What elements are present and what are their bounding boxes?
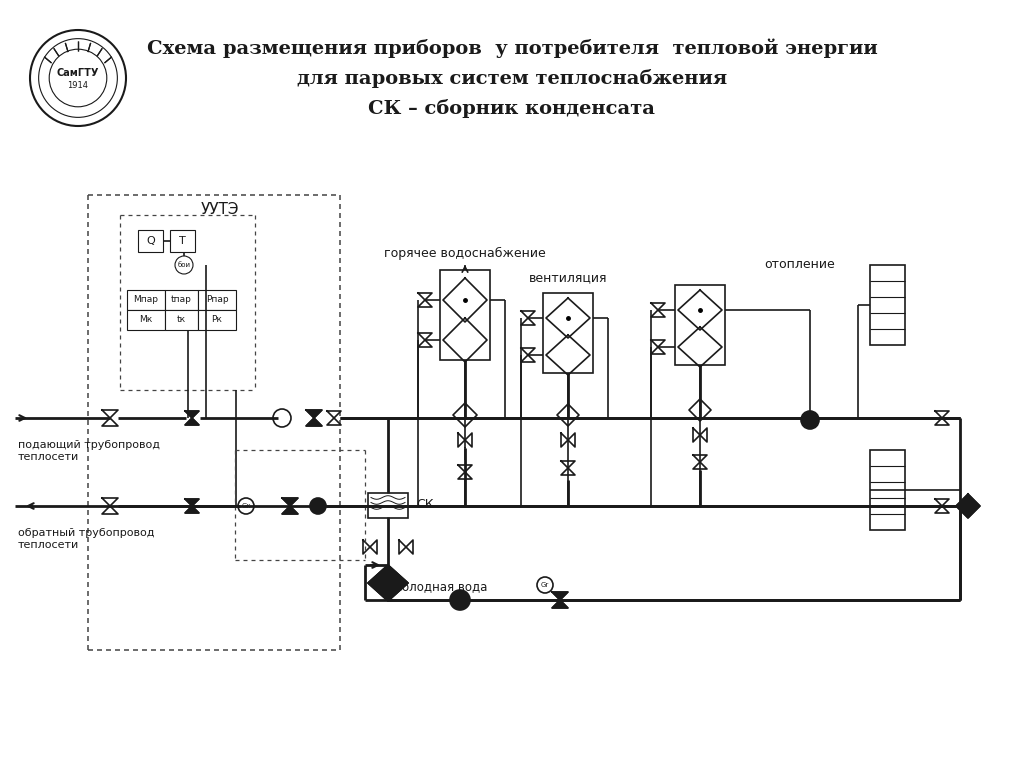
Circle shape (49, 49, 106, 107)
Text: СК – сборник конденсата: СК – сборник конденсата (369, 98, 655, 117)
Text: горячее водоснабжение: горячее водоснабжение (384, 246, 546, 259)
Polygon shape (282, 498, 298, 514)
Circle shape (30, 30, 126, 126)
Text: 1914: 1914 (68, 81, 88, 91)
Polygon shape (956, 494, 980, 518)
Bar (165, 290, 198, 310)
Polygon shape (185, 411, 199, 425)
Circle shape (537, 577, 553, 593)
Bar (440, 270, 490, 360)
Bar (198, 310, 236, 330)
Text: СамГТУ: СамГТУ (56, 68, 99, 78)
Circle shape (39, 38, 118, 117)
Circle shape (238, 498, 254, 514)
Bar (870, 450, 905, 530)
Text: Рк: Рк (212, 315, 222, 324)
Text: Мк: Мк (139, 315, 153, 324)
Text: T: T (179, 236, 186, 246)
Bar (170, 230, 195, 252)
Bar (138, 230, 163, 252)
Text: УУТЭ: УУТЭ (201, 202, 240, 218)
Bar (543, 293, 593, 373)
Bar (165, 310, 198, 330)
Text: Gr: Gr (541, 582, 549, 588)
Text: Рпар: Рпар (206, 295, 228, 304)
Text: бои: бои (177, 262, 190, 268)
Bar (127, 290, 165, 310)
Bar (368, 492, 408, 518)
Text: отопление: отопление (765, 258, 836, 272)
Text: обратный трубопровод
теплосети: обратный трубопровод теплосети (18, 528, 155, 550)
Text: Схема размещения приборов  у потребителя  тепловой энергии: Схема размещения приборов у потребителя … (146, 38, 878, 58)
Bar (127, 310, 165, 330)
Polygon shape (552, 592, 568, 608)
Text: tпар: tпар (171, 295, 191, 304)
Polygon shape (368, 565, 408, 601)
Text: Gк: Gк (242, 503, 251, 509)
Polygon shape (306, 410, 322, 426)
Text: Q: Q (146, 236, 155, 246)
Circle shape (273, 409, 291, 427)
Bar (870, 265, 905, 345)
Bar (198, 290, 236, 310)
Text: для паровых систем теплоснабжения: для паровых систем теплоснабжения (297, 68, 727, 87)
Bar (675, 285, 725, 365)
Text: вентиляция: вентиляция (528, 272, 607, 285)
Circle shape (175, 256, 193, 274)
Text: tк: tк (177, 315, 186, 324)
Text: подающий трубопровод
теплосети: подающий трубопровод теплосети (18, 440, 160, 462)
Polygon shape (185, 499, 199, 513)
Circle shape (801, 411, 819, 429)
Circle shape (450, 590, 470, 610)
Text: СК: СК (416, 499, 433, 512)
Text: холодная вода: холодная вода (395, 580, 487, 593)
Text: Мпар: Мпар (133, 295, 159, 304)
Circle shape (310, 498, 326, 514)
